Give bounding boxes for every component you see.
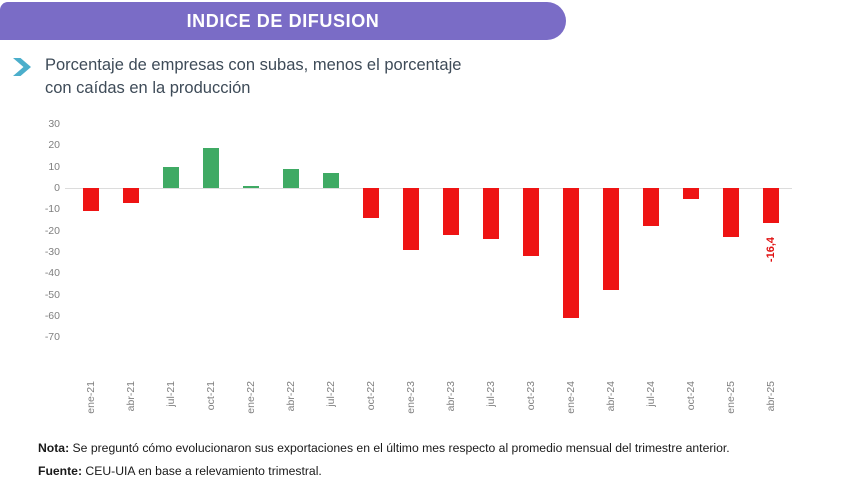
x-axis-tick-label: abr-22 [285,381,297,412]
y-axis-tick-label: -40 [44,267,60,280]
y-axis-tick-label: -70 [44,331,60,344]
bar-value-label: -16,4 [765,237,777,263]
bar-oct-24 [683,188,699,199]
source-line: Fuente: CEU-UIA en base a relevamiento t… [38,464,322,478]
bar-jul-22 [323,173,339,188]
chevron-right-icon [10,55,34,79]
bar-jul-21 [163,166,179,188]
subtitle-line-2: con caídas en la producción [45,79,251,97]
x-axis-tick-label: jul-24 [645,381,657,407]
subtitle-block: Porcentaje de empresas con subas, menos … [10,54,461,100]
y-axis-tick-label: 0 [54,182,60,194]
y-axis-tick-label: 20 [48,139,60,152]
x-axis-tick-label: abr-25 [765,381,777,412]
y-axis-tick-label: 30 [48,118,60,131]
y-axis-tick-label: -20 [44,224,60,237]
x-axis-tick-label: ene-25 [725,381,737,414]
x-axis-tick-label: oct-22 [365,381,377,411]
title-banner: INDICE DE DIFUSION [0,2,566,40]
x-axis-tick-label: jul-21 [165,381,177,407]
y-axis-tick-label: -30 [44,245,60,258]
bar-abr-25 [763,188,779,223]
bar-abr-22 [283,168,299,188]
bar-ene-23 [403,188,419,250]
y-axis-tick-label: 10 [48,160,60,173]
x-axis-tick-label: ene-21 [85,381,97,414]
diffusion-bar-chart: 30 20 10 0 -10 -20 -30 -40 -50 -60 -70 ene-21 abr-21… [0,118,862,438]
x-axis-tick-label: ene-24 [565,381,577,414]
y-axis-tick-label: -60 [44,309,60,322]
x-axis-tick-label: abr-24 [605,381,617,412]
zero-axis-line [65,188,792,189]
x-axis-tick-label: jul-22 [325,381,337,407]
bar-ene-24 [563,188,579,318]
bar-abr-21 [123,188,139,203]
bar-abr-24 [603,188,619,291]
x-axis-tick-label: ene-23 [405,381,417,414]
chart-subtitle: Porcentaje de empresas con subas, menos … [45,54,461,100]
y-axis-tick-label: -10 [44,203,60,216]
bar-jul-24 [643,188,659,227]
x-axis-tick-label: oct-21 [205,381,217,411]
note-label: Nota: [38,441,70,455]
x-axis-tick-label: abr-21 [125,381,137,412]
page-title: INDICE DE DIFUSION [186,10,380,31]
bar-oct-22 [363,188,379,218]
bar-ene-21 [83,188,99,212]
note-line: Nota: Se preguntó cómo evolucionaron sus… [38,441,730,455]
subtitle-line-1: Porcentaje de empresas con subas, menos … [45,56,462,74]
bar-ene-25 [723,188,739,237]
bar-ene-22 [243,185,259,188]
x-axis-tick-label: abr-23 [445,381,457,412]
source-text: CEU-UIA en base a relevamiento trimestra… [85,464,322,478]
source-label: Fuente: [38,464,83,478]
bar-jul-23 [483,188,499,240]
bar-abr-23 [443,188,459,235]
x-axis-tick-label: jul-23 [485,381,497,407]
note-text: Se preguntó cómo evolucionaron sus expor… [72,441,730,455]
x-axis-tick-label: oct-23 [525,381,537,411]
x-axis-tick-label: oct-24 [685,381,697,411]
bar-oct-23 [523,188,539,257]
x-axis-tick-label: ene-22 [245,381,257,414]
bar-oct-21 [203,147,219,188]
y-axis-tick-label: -50 [44,288,60,301]
